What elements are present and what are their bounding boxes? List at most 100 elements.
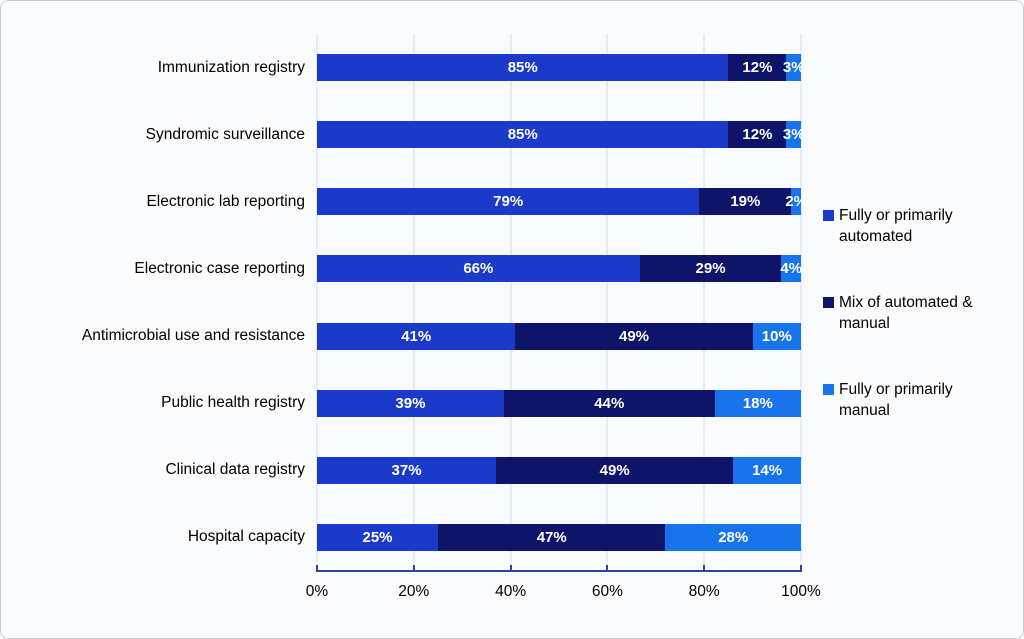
bar-segment-value: 41% [401, 327, 432, 345]
category-label: Electronic case reporting [134, 259, 305, 277]
bar-segment-value: 85% [507, 126, 538, 144]
bar-segment-value: 2% [785, 193, 807, 211]
bar-segment-value: 49% [619, 327, 650, 345]
legend: Fully or primarily automated Mix of autom… [823, 205, 1003, 421]
bar: 85% 12% 3% [317, 54, 805, 82]
bar-segment-value: 12% [742, 59, 773, 77]
legend-item: Fully or primarily manual [823, 379, 1003, 421]
category-label: Public health registry [161, 394, 305, 412]
bar-row: Public health registry 39% 44% 18% [9, 370, 801, 437]
legend-swatch-automated [823, 210, 834, 221]
x-axis-tick [509, 565, 512, 571]
legend-label: Mix of automated & manual [839, 294, 973, 332]
gridline [510, 34, 512, 571]
gridline [703, 34, 705, 571]
bar-segment-mix: 44% [503, 389, 715, 417]
bar-segment-manual: 3% [783, 121, 805, 149]
bar-segment-automated: 41% [317, 322, 516, 350]
bar-segment-value: 19% [730, 193, 761, 211]
bar-segment-value: 79% [493, 193, 524, 211]
x-axis-tick-label: 100% [781, 583, 821, 600]
bar-segment-mix: 29% [639, 255, 782, 283]
bar-segment-value: 44% [594, 394, 625, 412]
x-axis-tick-label: 60% [591, 583, 623, 600]
legend-label: Fully or primarily manual [839, 381, 953, 419]
x-axis-tick [800, 565, 802, 571]
bar-segment-value: 18% [742, 394, 773, 412]
x-axis-ticks [316, 565, 802, 571]
bar: 79% 19% 2% [317, 188, 807, 216]
bar-segment-automated: 85% [317, 121, 729, 149]
bar-segment-manual: 28% [665, 523, 801, 551]
category-label: Antimicrobial use and resistance [81, 327, 305, 345]
x-axis-tick [316, 565, 318, 571]
bar-segment-automated: 85% [317, 54, 729, 82]
bar-segment-value: 4% [780, 260, 803, 278]
bar: 85% 12% 3% [317, 121, 805, 149]
bar-segment-value: 28% [718, 528, 749, 546]
bar-segment-manual: 4% [780, 255, 803, 283]
legend-item: Fully or primarily automated [823, 205, 1003, 247]
bar-segment-manual: 18% [714, 389, 801, 417]
bar-segment-mix: 12% [728, 121, 787, 149]
bar-segment-value: 10% [761, 327, 792, 345]
bar-segment-mix: 12% [728, 54, 787, 82]
bar-segment-automated: 25% [317, 523, 438, 551]
bar-segment-value: 3% [782, 126, 805, 144]
bar-segment-automated: 79% [317, 188, 700, 216]
legend-swatch-manual [823, 384, 834, 395]
bar-row: Immunization registry 85% 12% 3% [9, 34, 805, 101]
x-axis-labels: 0% 20% 40% 60% 80% 100% [306, 583, 821, 603]
category-label: Electronic lab reporting [146, 192, 305, 210]
bar-segment-mix: 19% [699, 188, 792, 216]
bar-segment-mix: 49% [496, 456, 734, 484]
bar-row: Electronic case reporting 66% 29% 4% [9, 235, 803, 302]
bar: 66% 29% 4% [317, 255, 803, 283]
bar-segment-manual: 14% [733, 456, 801, 484]
bar-segment-mix: 47% [438, 523, 666, 551]
bar-segment-value: 37% [391, 461, 422, 479]
bar-segment-value: 66% [463, 260, 494, 278]
x-axis-tick [703, 565, 706, 571]
category-label: Immunization registry [157, 58, 305, 76]
bar: 41% 49% 10% [317, 322, 801, 350]
gridlines [316, 34, 802, 571]
bar-segment-manual: 10% [752, 322, 801, 350]
bar-row: Electronic lab reporting 79% 19% 2% [9, 168, 807, 235]
bar-segment-manual: 2% [785, 188, 807, 216]
legend-item: Mix of automated & manual [823, 292, 1003, 334]
x-axis-line [316, 570, 802, 572]
bar-segment-value: 49% [599, 461, 630, 479]
bar-row: Clinical data registry 37% 49% 14% [9, 437, 801, 504]
bar-segment-value: 85% [507, 59, 538, 77]
gridline [800, 34, 802, 571]
bar-row: Syndromic surveillance 85% 12% 3% [9, 101, 805, 168]
category-label: Clinical data registry [165, 461, 305, 479]
bar-segment-value: 12% [742, 126, 773, 144]
bar-segment-automated: 39% [317, 389, 504, 417]
gridline [413, 34, 415, 571]
bar-segment-value: 3% [782, 59, 805, 77]
legend-swatch-mix [823, 297, 834, 308]
bar-segment-mix: 49% [515, 322, 753, 350]
x-axis-tick-label: 20% [398, 583, 430, 600]
bar-segment-manual: 3% [783, 54, 805, 82]
bar-row: Antimicrobial use and resistance 41% 49% 10… [9, 303, 801, 370]
bar-segment-value: 29% [695, 260, 726, 278]
bar-segment-automated: 66% [317, 255, 640, 283]
plot-area: Immunization registry 85% 12% 3% Syndromic s… [9, 34, 807, 571]
bar-segment-value: 39% [395, 394, 426, 412]
bar-segment-value: 47% [536, 528, 567, 546]
gridline [606, 34, 608, 571]
bar: 39% 44% 18% [317, 389, 801, 417]
x-axis-tick [412, 565, 415, 571]
x-axis-tick [606, 565, 609, 571]
category-label: Syndromic surveillance [145, 125, 305, 143]
bar: 25% 47% 28% [317, 523, 801, 551]
category-label: Hospital capacity [187, 528, 305, 546]
x-axis-tick-label: 80% [688, 583, 720, 600]
legend-label: Fully or primarily automated [839, 207, 953, 245]
bar-segment-value: 14% [752, 461, 783, 479]
bar: 37% 49% 14% [317, 456, 801, 484]
